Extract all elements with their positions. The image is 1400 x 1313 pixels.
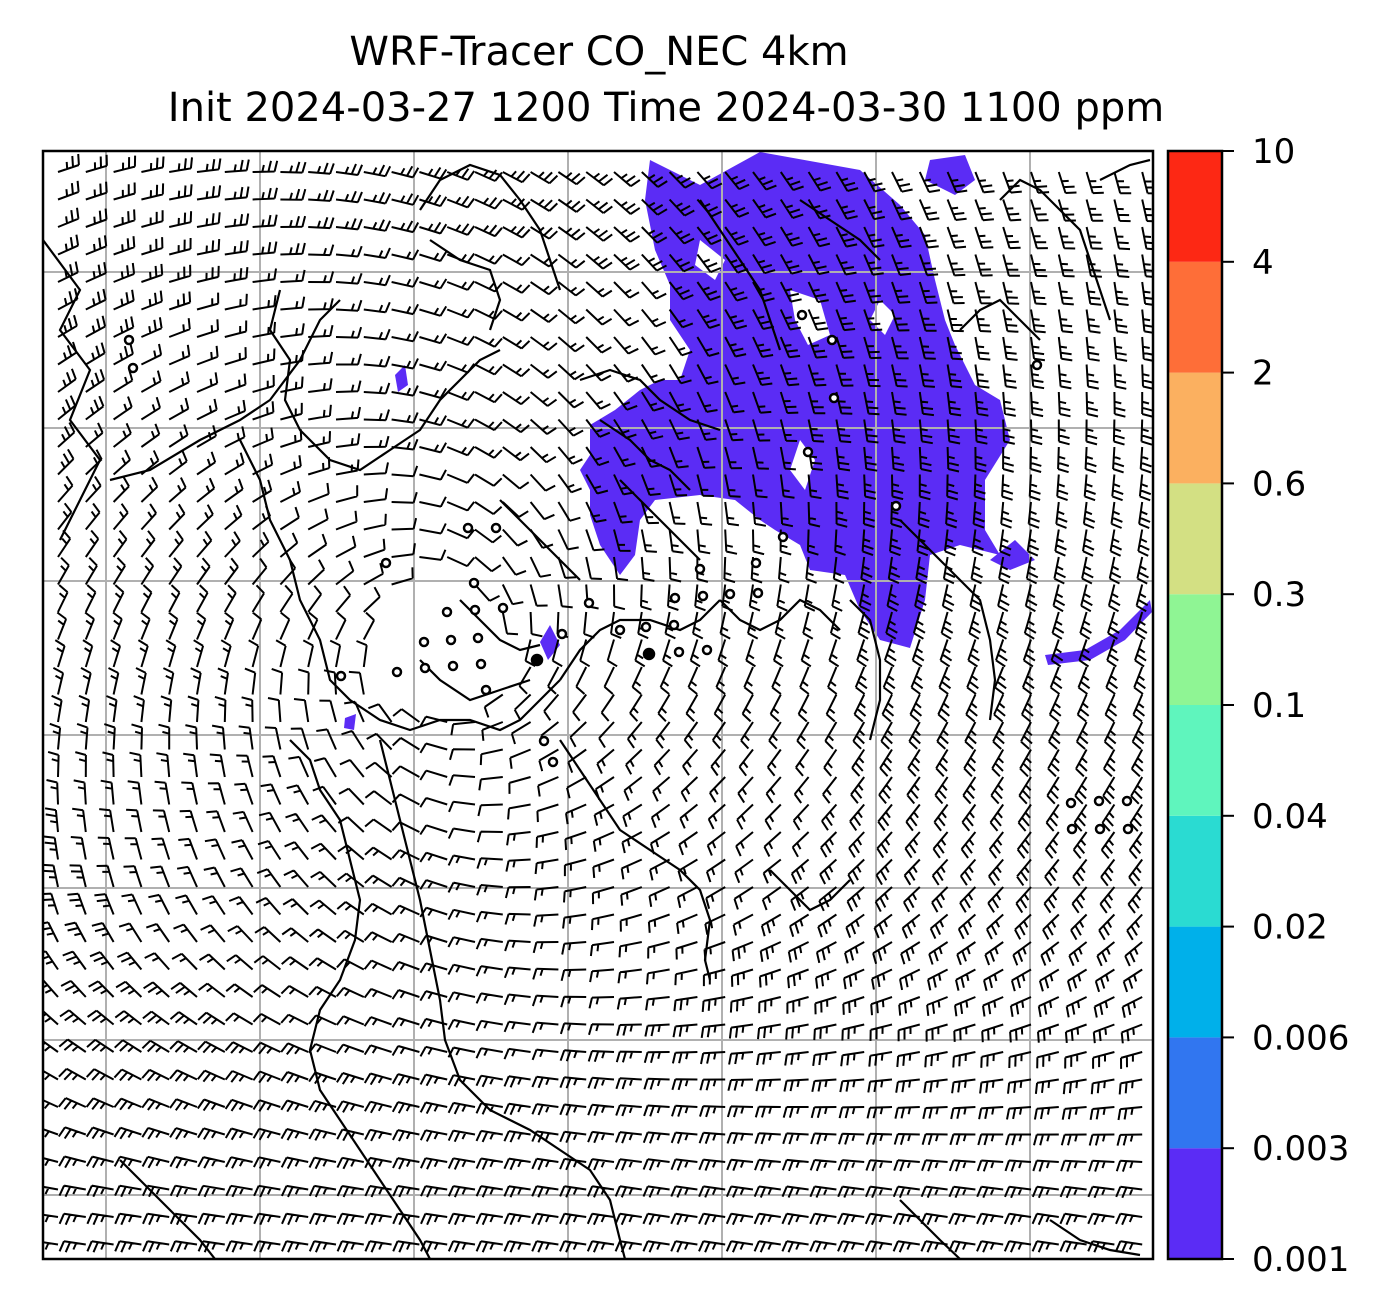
chart-title-line-1: WRF-Tracer CO_NEC 4km <box>349 29 849 75</box>
colorbar-tick-label: 0.04 <box>1252 797 1328 837</box>
colorbar-swatch <box>1168 1037 1222 1149</box>
colorbar-tick-label: 0.001 <box>1252 1240 1349 1280</box>
colorbar-swatch <box>1168 926 1222 1038</box>
colorbar-tick-label: 0.3 <box>1252 575 1306 615</box>
wind-barb-field <box>43 153 1153 1253</box>
colorbar-ticks: 0.001 0.003 0.006 0.02 0.04 0.1 0.3 0.6 2 4 10 <box>1222 132 1349 1280</box>
colorbar-tick-label: 0.6 <box>1252 464 1306 504</box>
calm-wind-markers <box>123 309 1134 835</box>
colorbar-tick-label: 2 <box>1252 354 1274 394</box>
map-frame <box>41 149 1155 1261</box>
colorbar-tick-label: 0.006 <box>1252 1018 1349 1058</box>
colorbar-tick-label: 0.1 <box>1252 686 1306 726</box>
colorbar-swatch <box>1168 261 1222 373</box>
colorbar-swatch <box>1168 151 1222 262</box>
chart-title-line-2: Init 2024-03-27 1200 Time 2024-03-30 110… <box>167 85 1165 131</box>
colorbar-swatch <box>1168 372 1222 484</box>
colorbar-swatch <box>1168 1148 1222 1259</box>
wind-barbs <box>43 153 1153 1253</box>
colorbar-tick-label: 0.02 <box>1252 908 1328 948</box>
colorbar-tick-label: 0.003 <box>1252 1129 1349 1169</box>
colorbar-swatch <box>1168 705 1222 816</box>
colorbar-swatch <box>1168 483 1222 595</box>
colorbar-swatch <box>1168 815 1222 927</box>
colorbar-tick-label: 4 <box>1252 243 1274 283</box>
colorbar-swatches <box>1168 151 1222 1259</box>
colorbar-swatch <box>1168 594 1222 705</box>
colorbar-tick-label: 10 <box>1252 132 1295 172</box>
